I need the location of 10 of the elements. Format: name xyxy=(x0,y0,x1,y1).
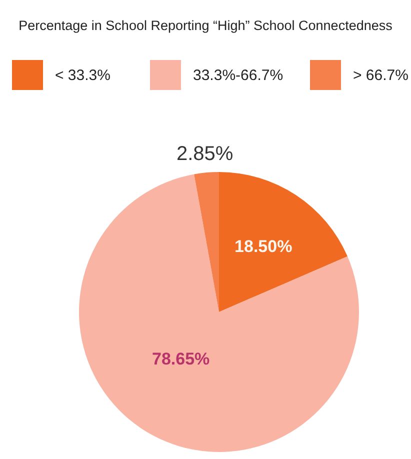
pie-slice xyxy=(194,172,219,312)
pie-slice xyxy=(79,174,359,452)
legend-label: < 33.3% xyxy=(55,66,110,84)
pie-slice xyxy=(219,172,348,312)
legend-label: 33.3%-66.7% xyxy=(193,66,284,84)
data-label: 78.65% xyxy=(152,349,210,368)
legend-label: > 66.7% xyxy=(353,66,408,84)
data-label: 2.85% xyxy=(176,142,234,165)
data-label: 18.50% xyxy=(234,237,292,256)
chart-title: Percentage in School Reporting “High” School Connectedness xyxy=(18,18,393,33)
